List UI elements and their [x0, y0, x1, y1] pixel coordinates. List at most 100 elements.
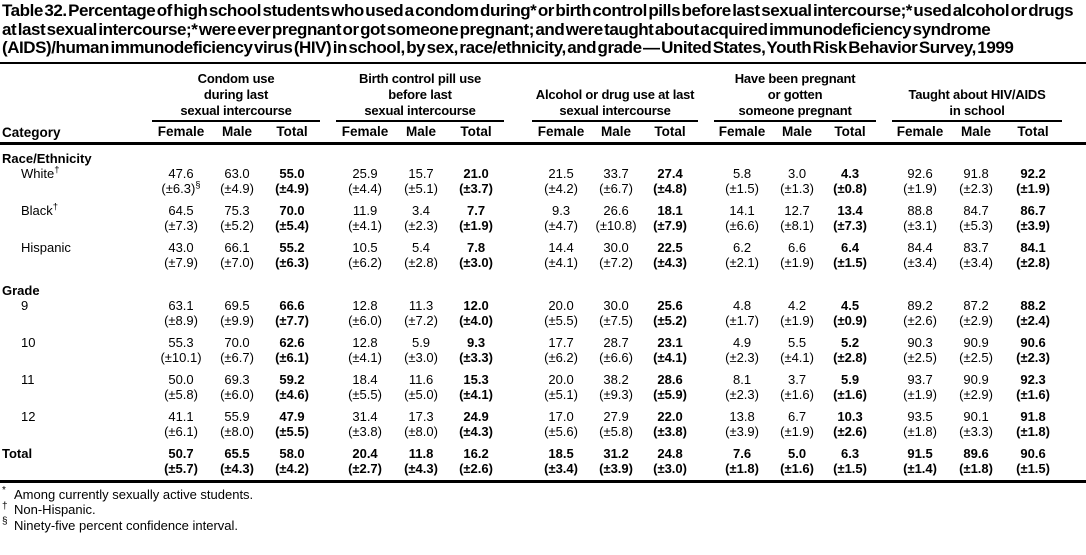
table-title: Table 32. Percentage of high school stud…	[2, 1, 1074, 57]
value-cell: 20.4	[352, 445, 378, 461]
column-gap	[876, 63, 893, 145]
ci-cell: (±3.8)	[348, 423, 382, 439]
table-row: 12 41.1 55.9 47.9 31.4 17.3 24.9 17.0 27.9 22.0 13…	[0, 409, 1086, 424]
footnote-line: † Non-Hispanic.	[2, 500, 96, 517]
spacer-cell	[876, 372, 892, 387]
value-cell: 50.0	[168, 371, 194, 387]
subcol-male: Male	[590, 120, 643, 145]
table-row: (±8.9) (±9.9) (±7.7) (±6.0) (±7.2) (±4.0) (±5.…	[0, 313, 1086, 335]
value-cell: 66.6	[279, 297, 305, 313]
ci-cell: (±4.3)	[459, 423, 493, 439]
spacer-cell	[504, 218, 532, 240]
value-cell: 90.3	[907, 334, 933, 350]
spacer-cell	[876, 387, 892, 409]
spacer-cell	[698, 203, 714, 218]
ci-cell: (±7.7)	[275, 312, 309, 328]
value-cell: 3.4	[411, 202, 431, 218]
spacer-cell	[504, 372, 532, 387]
subcol-total: Total	[1004, 120, 1063, 145]
spacer-cell	[504, 166, 532, 181]
value-cell: 88.2	[1020, 297, 1046, 313]
spacer-cell	[320, 424, 336, 446]
ci-cell: (±3.8)	[653, 423, 687, 439]
ci-cell: (±3.4)	[959, 254, 993, 270]
ci-cell: (±1.4)	[903, 460, 937, 476]
spacer-cell	[1062, 372, 1086, 387]
ci-cell: (±1.9)	[1016, 180, 1050, 196]
spacer-cell	[320, 298, 336, 313]
spacer-cell	[504, 255, 532, 277]
section-heading: Grade	[2, 282, 40, 298]
ci-cell: (±8.9)	[164, 312, 198, 328]
value-cell: 18.4	[352, 371, 378, 387]
spacer-cell	[876, 166, 892, 181]
value-cell: 86.7	[1020, 202, 1046, 218]
ci-cell: (±2.6)	[903, 312, 937, 328]
ci-cell: (±5.7)	[164, 460, 198, 476]
row-label-empty	[0, 387, 152, 409]
ci-cell: (±4.2)	[275, 460, 309, 476]
table-row: (±6.3)§ (±4.9) (±4.9) (±4.4) (±5.1) (±3.7) (±4…	[0, 180, 1086, 203]
spacer-cell	[320, 446, 336, 461]
ci-cell: (±4.4)	[348, 180, 382, 196]
right-margin	[1062, 63, 1086, 145]
ci-cell: (±8.1)	[780, 217, 814, 233]
table-row: Total 50.7 65.5 58.0 20.4 11.8 16.2 18.5 31.2 24.…	[0, 446, 1086, 461]
ci-cell: (±6.0)	[348, 312, 382, 328]
value-cell: 70.0	[224, 334, 250, 350]
ci-cell: (±1.8)	[725, 460, 759, 476]
spacer-cell	[320, 218, 336, 240]
footnotes: * Among currently sexually active student…	[0, 486, 1086, 534]
col-group-alcohol-drug-use: Alcohol or drug use at last sexual inter…	[532, 63, 699, 122]
row-label: 11	[21, 371, 35, 387]
subcol-female: Female	[532, 120, 591, 145]
value-cell: 25.6	[657, 297, 683, 313]
value-cell: 31.4	[352, 408, 378, 424]
ci-cell: (±3.4)	[903, 254, 937, 270]
column-group-row: Category Condom use during last sexual i…	[0, 63, 1086, 145]
ci-cell: (±6.1)	[164, 423, 198, 439]
value-cell: 89.2	[907, 297, 933, 313]
ci-cell: (±6.7)	[220, 349, 254, 365]
value-cell: 12.8	[352, 297, 378, 313]
subcolumn-row: Female Male Total Female Male Total Fema…	[0, 120, 1086, 145]
value-cell: 66.1	[224, 239, 250, 255]
row-label-empty	[0, 181, 152, 203]
ci-cell: (±5.8)	[599, 423, 633, 439]
table-body: Race/Ethnicity White† 47.6 63.0 55.0 25.9 15.7…	[0, 143, 1086, 480]
ci-cell: (±4.3)	[220, 460, 254, 476]
spacer-cell	[698, 409, 714, 424]
ci-cell: (±4.0)	[459, 312, 493, 328]
subcol-female: Female	[714, 120, 771, 145]
spacer-cell	[1062, 166, 1086, 181]
row-label-empty	[0, 218, 152, 240]
value-cell: 18.1	[657, 202, 683, 218]
value-cell: 16.2	[463, 445, 489, 461]
value-cell: 13.8	[729, 408, 755, 424]
spacer-cell	[1062, 424, 1086, 446]
value-cell: 91.8	[1020, 408, 1046, 424]
ci-cell: (±2.6)	[459, 460, 493, 476]
row-label-empty	[0, 313, 152, 335]
value-cell: 38.2	[603, 371, 629, 387]
ci-cell: (±6.0)	[220, 386, 254, 402]
subcol-female: Female	[892, 120, 949, 145]
ci-cell: (±4.9)	[220, 180, 254, 196]
ci-cell: (±2.3)	[404, 217, 438, 233]
spacer-cell	[876, 255, 892, 277]
value-cell: 93.5	[907, 408, 933, 424]
value-cell: 11.8	[408, 445, 434, 461]
value-cell: 58.0	[279, 445, 305, 461]
value-cell: 18.5	[548, 445, 574, 461]
value-cell: 24.9	[463, 408, 489, 424]
subcol-male: Male	[210, 120, 264, 145]
ci-cell: (±2.1)	[725, 254, 759, 270]
ci-cell: (±1.9)	[780, 423, 814, 439]
row-label-empty	[0, 350, 152, 372]
spacer-cell	[876, 424, 892, 446]
value-cell: 64.5	[168, 202, 194, 218]
spacer-cell	[876, 218, 892, 240]
ci-cell: (±5.0)	[404, 386, 438, 402]
row-label-empty	[0, 255, 152, 277]
table-row: 10 55.3 70.0 62.6 12.8 5.9 9.3 17.7 28.7 23.1 4.9 5…	[0, 335, 1086, 350]
